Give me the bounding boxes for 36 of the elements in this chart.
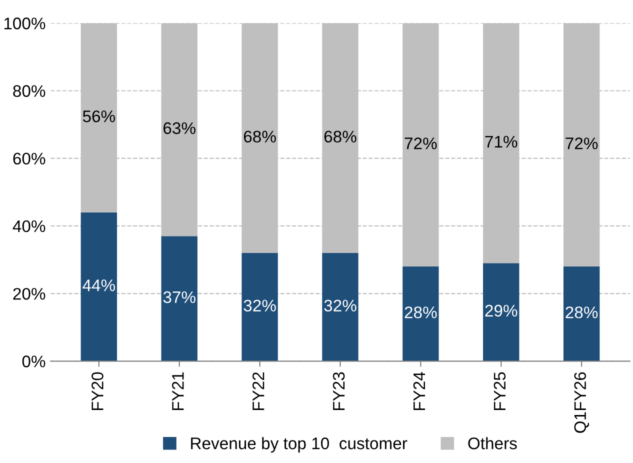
y-tick-label: 20% [13,288,46,300]
bar [161,236,198,362]
data-label: 37% [163,291,196,304]
bar [402,266,439,362]
x-tick-label: FY22 [252,372,264,410]
x-tick-label: FY25 [494,372,506,410]
data-label: 68% [324,130,356,143]
data-label: 28% [566,306,598,318]
y-tick-label: 80% [13,85,46,97]
x-tick-label: FY20 [92,372,104,410]
data-label: 44% [82,280,115,292]
data-label: 56% [82,110,115,122]
data-label: 32% [244,300,276,312]
y-tick-label: 60% [13,152,46,165]
data-label: 32% [324,300,356,312]
y-tick-label: 0% [22,356,46,368]
bar [242,252,278,362]
bar [80,212,118,362]
x-tick-label: FY21 [172,372,184,410]
data-label: 72% [566,138,598,150]
bar [483,263,520,362]
bar [563,266,600,362]
x-tick-label: FY24 [413,372,425,410]
data-label: 28% [404,306,437,318]
data-label: 68% [244,130,276,143]
data-label: 71% [485,136,518,148]
bar [322,252,358,362]
data-label: 72% [404,138,437,150]
legend-label: Revenue by top 10 customer [191,437,408,453]
legend-label: Others [468,437,517,450]
data-label: 63% [164,122,196,134]
y-tick-label: 100% [4,18,46,30]
y-tick-label: 40% [12,220,46,232]
x-tick-label: FY23 [332,372,345,410]
data-label: 29% [485,304,518,317]
x-tick-label: Q1FY26 [574,372,590,433]
